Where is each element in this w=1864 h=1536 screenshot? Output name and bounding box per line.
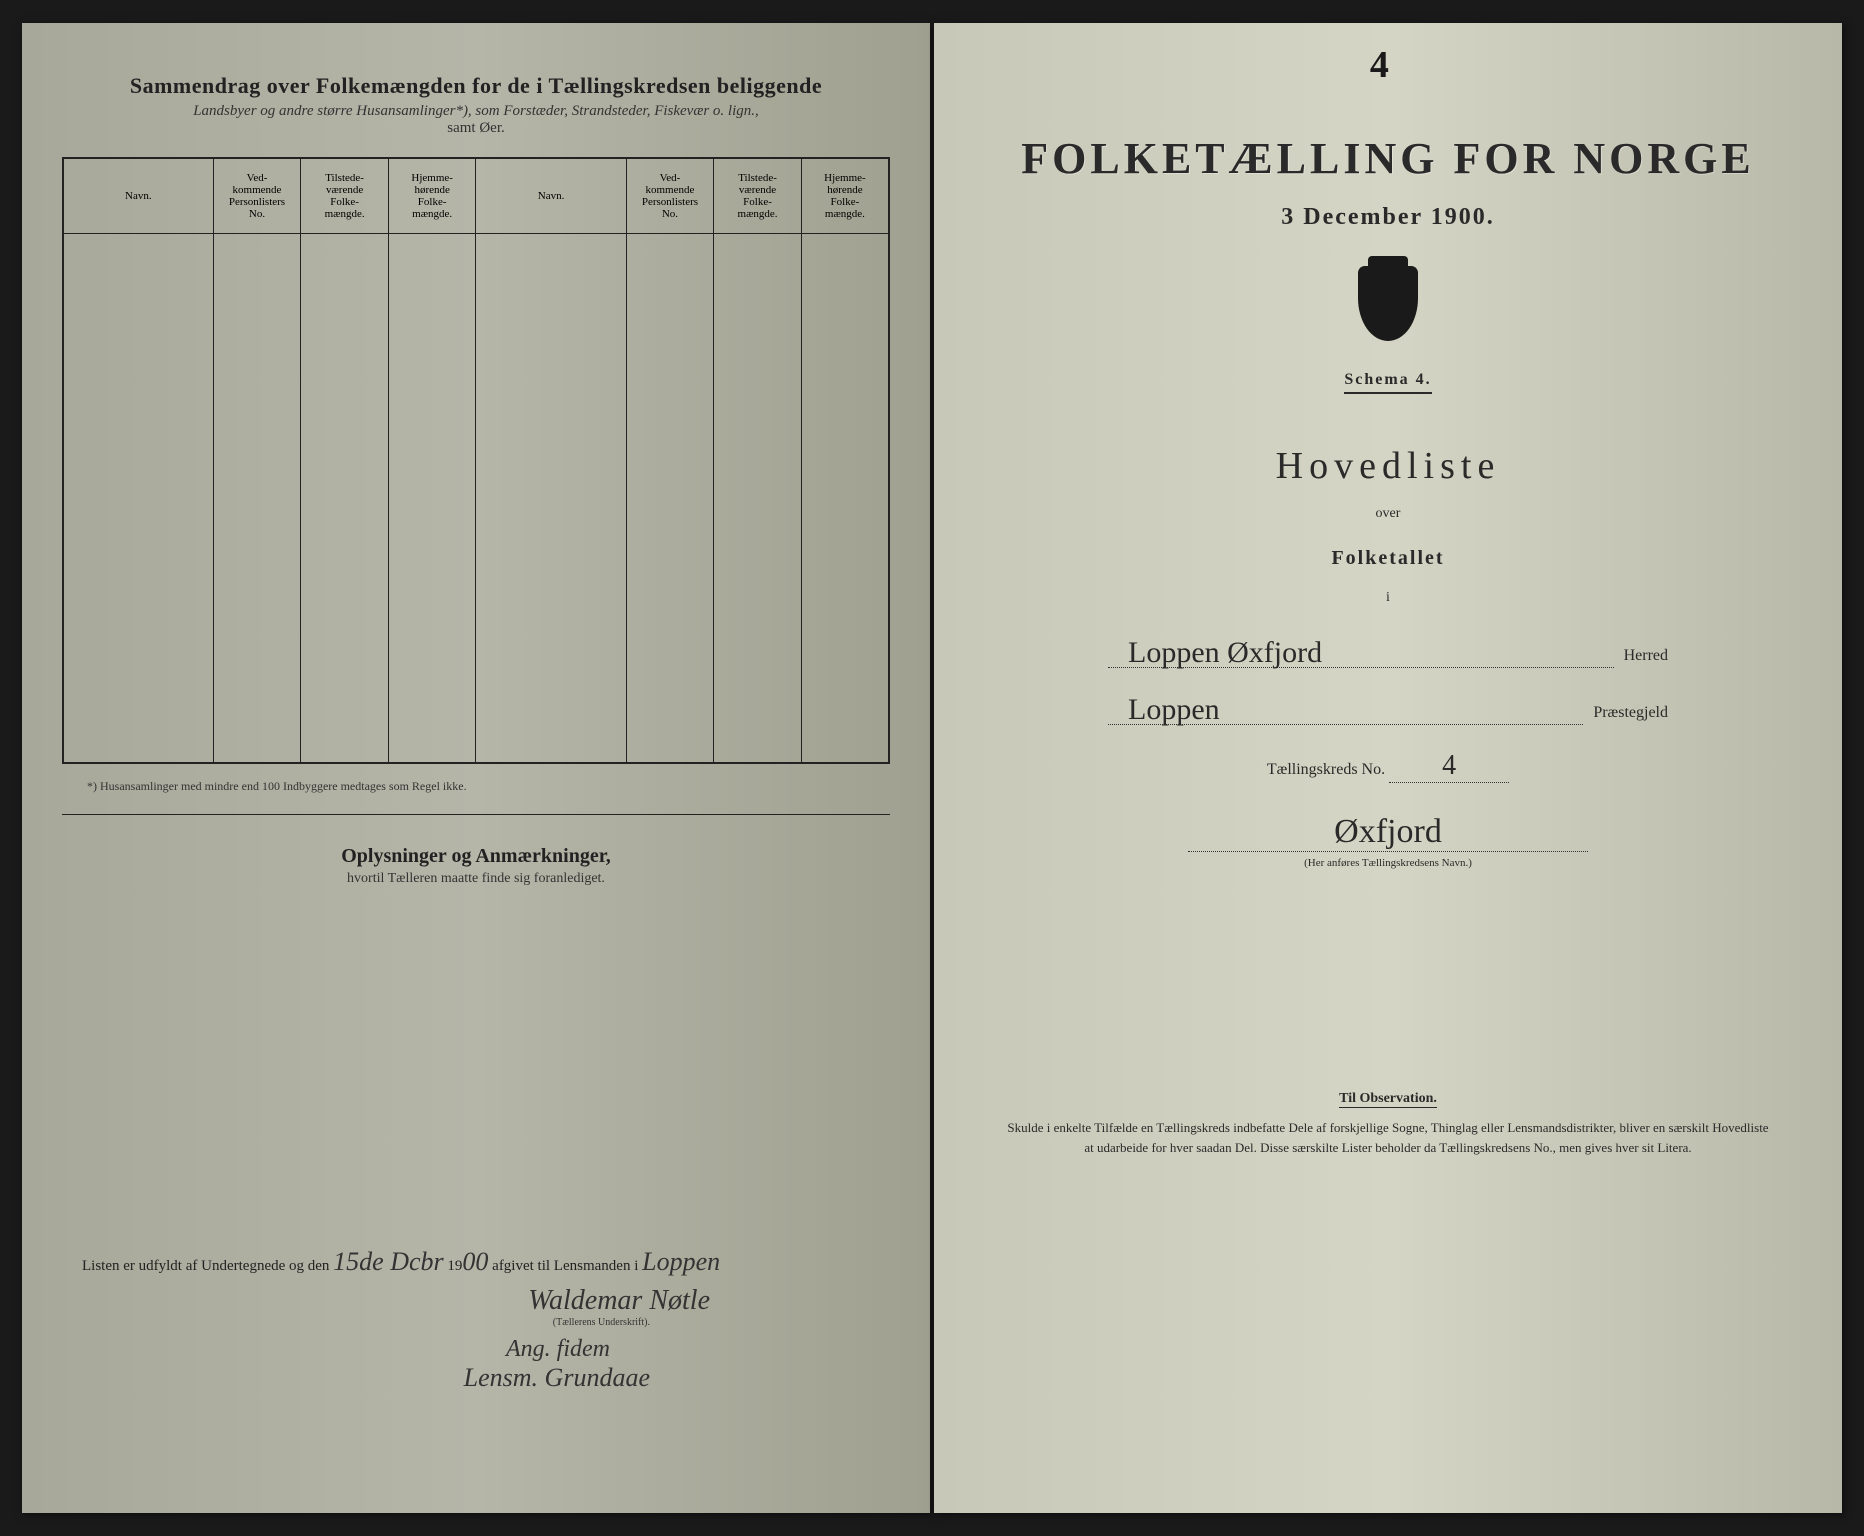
table-header-row: Navn. Ved- kommende Personlisters No. Ti… (63, 158, 889, 233)
bottom-attestation: Listen er udfyldt af Undertegnede og den… (62, 1247, 890, 1277)
praeste-value: Loppen (1128, 693, 1220, 727)
cell (714, 233, 802, 763)
kreds-no-line: Tællingskreds No. 4 (1188, 750, 1588, 783)
footnote: *) Husansamlinger med mindre end 100 Ind… (62, 779, 890, 794)
extra-sig-1: Ang. fidem (62, 1336, 890, 1363)
cell (476, 233, 626, 763)
main-banner: FOLKETÆLLING FOR NORGE (974, 133, 1802, 184)
folketallet-label: Folketallet (974, 547, 1802, 570)
praeste-field: Loppen (1108, 693, 1583, 725)
cell (301, 233, 389, 763)
coat-of-arms-icon (1358, 266, 1418, 341)
col-vedk-2: Ved- kommende Personlisters No. (626, 158, 714, 233)
col-vedk-1: Ved- kommende Personlisters No. (213, 158, 301, 233)
extra-sig-2: Lensm. Grundaae (62, 1363, 890, 1393)
cell (388, 233, 476, 763)
col-hjemme-2: Hjemme- hørende Folke- mængde. (801, 158, 889, 233)
cell (213, 233, 301, 763)
binding-mark: 4 (1370, 43, 1389, 87)
i-label: i (974, 590, 1802, 606)
census-date: 3 December 1900. (974, 204, 1802, 231)
oplysninger-sub: hvortil Tælleren maatte finde sig foranl… (62, 871, 890, 887)
col-hjemme-1: Hjemme- hørende Folke- mængde. (388, 158, 476, 233)
kreds-name-value: Øxfjord (1334, 813, 1442, 850)
bottom-year-hw: 00 (462, 1247, 488, 1276)
table-body-row (63, 233, 889, 763)
signature: Waldemar Nøtle (62, 1285, 890, 1317)
herred-field: Loppen Øxfjord (1108, 636, 1614, 668)
left-title-section: Sammendrag over Folkemængden for de i Tæ… (62, 73, 890, 137)
col-navn-1: Navn. (63, 158, 213, 233)
schema-label: Schema 4. (1344, 371, 1431, 394)
summary-title: Sammendrag over Folkemængden for de i Tæ… (62, 73, 890, 99)
right-content: FOLKETÆLLING FOR NORGE 3 December 1900. … (974, 73, 1802, 1157)
notes-area (62, 887, 890, 1247)
document-spread: Sammendrag over Folkemængden for de i Tæ… (22, 23, 1842, 1513)
left-page: Sammendrag over Folkemængden for de i Tæ… (22, 23, 930, 1513)
herred-label: Herred (1624, 647, 1668, 668)
observation-text: Skulde i enkelte Tilfælde en Tællingskre… (974, 1118, 1802, 1157)
praeste-label: Præstegjeld (1593, 704, 1668, 725)
summary-subtitle2: samt Øer. (62, 120, 890, 137)
praeste-line: Loppen Præstegjeld (1108, 693, 1668, 725)
signature-caption: (Tællerens Underskrift). (62, 1317, 890, 1328)
col-navn-2: Navn. (476, 158, 626, 233)
col-tilstede-1: Tilstede- værende Folke- mængde. (301, 158, 389, 233)
kreds-name-field: Øxfjord (1188, 813, 1588, 852)
hovedliste-title: Hovedliste (974, 444, 1802, 488)
kreds-caption: (Her anføres Tællingskredsens Navn.) (974, 857, 1802, 869)
bottom-date-hw: 15de Dcbr (333, 1247, 443, 1276)
bottom-pre: Listen er udfyldt af Undertegnede og den (82, 1258, 329, 1274)
herred-value: Loppen Øxfjord (1128, 636, 1322, 670)
col-tilstede-2: Tilstede- værende Folke- mængde. (714, 158, 802, 233)
bottom-place-hw: Loppen (642, 1247, 720, 1276)
cell (63, 233, 213, 763)
kreds-pre: Tællingskreds No. (1267, 761, 1385, 778)
right-page: 4 FOLKETÆLLING FOR NORGE 3 December 1900… (934, 23, 1842, 1513)
over-label: over (974, 506, 1802, 522)
cell (801, 233, 889, 763)
bottom-post: afgivet til Lensmanden i (492, 1258, 638, 1274)
cell (626, 233, 714, 763)
kreds-no-field: 4 (1389, 750, 1509, 783)
divider (62, 814, 890, 815)
observation-title: Til Observation. (1339, 1091, 1437, 1108)
oplysninger-title: Oplysninger og Anmærkninger, (62, 845, 890, 868)
summary-table: Navn. Ved- kommende Personlisters No. Ti… (62, 157, 890, 764)
kreds-no-value: 4 (1442, 750, 1456, 781)
summary-subtitle-italic: Landsbyer og andre større Husansamlinger… (62, 103, 890, 120)
bottom-mid: 19 (447, 1258, 462, 1274)
herred-line: Loppen Øxfjord Herred (1108, 636, 1668, 668)
